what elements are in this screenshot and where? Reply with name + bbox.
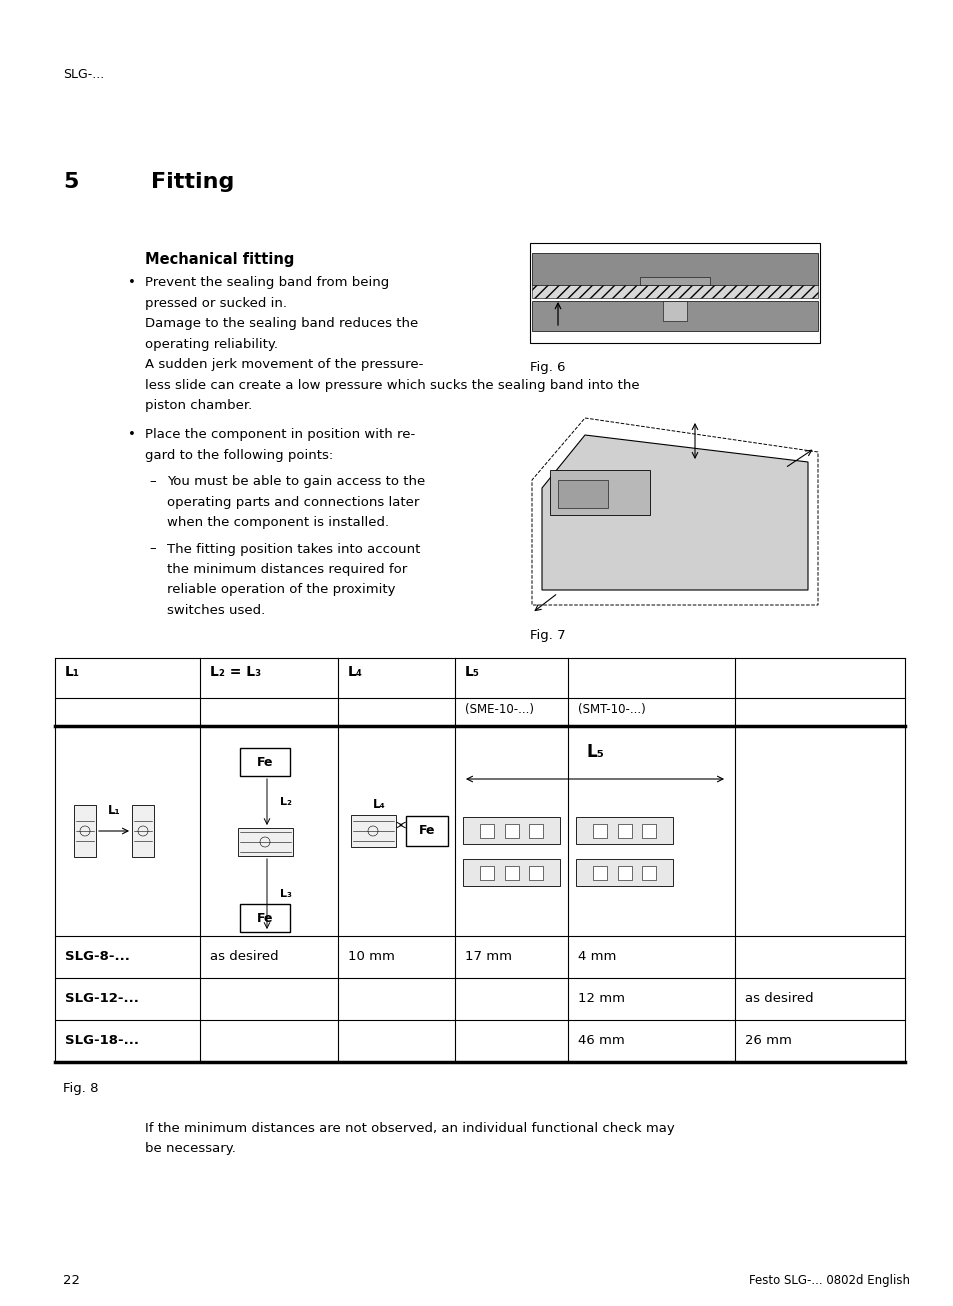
Text: 17 mm: 17 mm [464, 951, 512, 964]
Text: SLG-8-...: SLG-8-... [65, 951, 130, 964]
Text: If the minimum distances are not observed, an individual functional check may: If the minimum distances are not observe… [145, 1122, 674, 1135]
Bar [641, 824, 655, 838]
Text: as desired: as desired [210, 951, 278, 964]
Bar [617, 824, 631, 838]
Text: L₅: L₅ [585, 743, 603, 761]
Text: Fe: Fe [256, 912, 273, 925]
Bar [479, 824, 494, 838]
Text: L₅: L₅ [464, 665, 479, 679]
Text: less slide can create a low pressure which sucks the sealing band into the: less slide can create a low pressure whi… [145, 379, 639, 392]
Text: be necessary.: be necessary. [145, 1143, 235, 1156]
Text: The fitting position takes into account: The fitting position takes into account [167, 542, 420, 555]
Bar [504, 824, 518, 838]
Bar [504, 866, 518, 880]
Bar [576, 818, 672, 845]
Text: You must be able to gain access to the: You must be able to gain access to the [167, 475, 425, 488]
Text: the minimum distances required for: the minimum distances required for [167, 563, 407, 576]
Text: Damage to the sealing band reduces the: Damage to the sealing band reduces the [145, 317, 417, 330]
Text: 12 mm: 12 mm [578, 993, 624, 1006]
Text: Festo SLG-... 0802d English: Festo SLG-... 0802d English [748, 1273, 909, 1286]
Bar [662, 300, 686, 321]
Bar [576, 859, 672, 887]
Bar [593, 866, 607, 880]
Bar [350, 815, 395, 848]
Text: L₁: L₁ [65, 665, 80, 679]
Bar [530, 243, 820, 343]
Text: 26 mm: 26 mm [744, 1034, 791, 1047]
Bar [532, 253, 817, 285]
Text: SLG-...: SLG-... [63, 68, 104, 81]
Text: Fig. 6: Fig. 6 [530, 360, 565, 374]
Text: 10 mm: 10 mm [348, 951, 395, 964]
Text: operating parts and connections later: operating parts and connections later [167, 495, 419, 508]
Bar [74, 804, 96, 857]
Bar [132, 804, 153, 857]
Bar [639, 277, 709, 285]
Text: A sudden jerk movement of the pressure-: A sudden jerk movement of the pressure- [145, 358, 423, 371]
Text: gard to the following points:: gard to the following points: [145, 448, 333, 461]
Text: piston chamber.: piston chamber. [145, 400, 252, 411]
Text: –: – [149, 475, 155, 488]
Text: Fe: Fe [256, 755, 273, 768]
Text: switches used.: switches used. [167, 603, 265, 616]
Text: 46 mm: 46 mm [578, 1034, 624, 1047]
Text: 22: 22 [63, 1273, 80, 1286]
Text: 4 mm: 4 mm [578, 951, 616, 964]
Bar [528, 824, 542, 838]
Text: L₂: L₂ [280, 797, 292, 807]
Text: as desired: as desired [744, 993, 813, 1006]
Text: reliable operation of the proximity: reliable operation of the proximity [167, 584, 395, 597]
Text: Place the component in position with re-: Place the component in position with re- [145, 428, 415, 441]
Bar [462, 818, 559, 845]
Text: Fitting: Fitting [151, 172, 234, 192]
Polygon shape [541, 435, 807, 590]
Text: L₄: L₄ [373, 798, 385, 811]
Text: operating reliability.: operating reliability. [145, 337, 277, 350]
Text: (SME-10-...): (SME-10-...) [464, 703, 534, 716]
Bar [462, 859, 559, 887]
Text: L₃: L₃ [280, 889, 292, 899]
Text: Fig. 8: Fig. 8 [63, 1081, 98, 1094]
Bar [532, 300, 817, 330]
Bar [237, 828, 293, 855]
Text: Mechanical fitting: Mechanical fitting [145, 252, 294, 266]
Text: pressed or sucked in.: pressed or sucked in. [145, 296, 287, 310]
Text: Fe: Fe [418, 824, 435, 837]
Text: Fig. 7: Fig. 7 [530, 629, 565, 643]
Text: Prevent the sealing band from being: Prevent the sealing band from being [145, 276, 389, 289]
Bar [240, 748, 290, 776]
Text: •: • [128, 428, 135, 441]
Text: L₂ = L₃: L₂ = L₃ [210, 665, 261, 679]
Text: SLG-18-...: SLG-18-... [65, 1034, 139, 1047]
Text: (SMT-10-...): (SMT-10-...) [578, 703, 645, 716]
Bar [593, 824, 607, 838]
Text: 5: 5 [63, 172, 78, 192]
Bar [479, 866, 494, 880]
Bar [550, 470, 649, 515]
Bar [617, 866, 631, 880]
Text: –: – [149, 542, 155, 555]
Bar [528, 866, 542, 880]
Bar [532, 285, 817, 298]
Text: L₄: L₄ [348, 665, 363, 679]
Bar [240, 904, 290, 932]
Bar [558, 481, 607, 508]
Text: when the component is installed.: when the component is installed. [167, 516, 389, 529]
Text: L₁: L₁ [108, 804, 120, 818]
Text: •: • [128, 276, 135, 289]
Text: SLG-12-...: SLG-12-... [65, 993, 139, 1006]
Bar [641, 866, 655, 880]
Bar [406, 816, 448, 846]
